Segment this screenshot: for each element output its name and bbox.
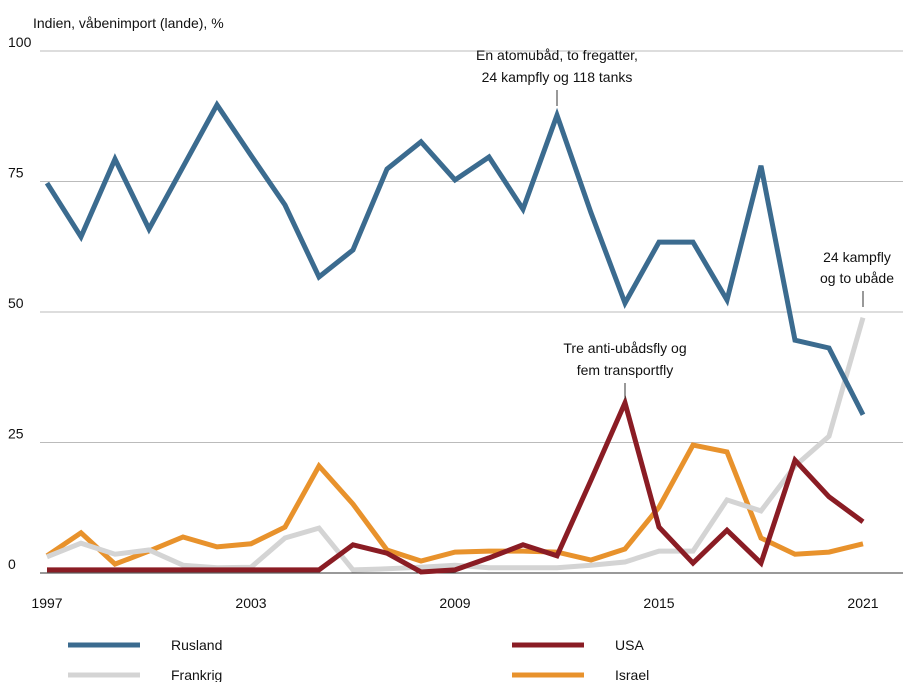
y-tick-label: 100 — [8, 34, 32, 50]
legend-label: Rusland — [171, 637, 222, 653]
annotation-text: En atomubåd, to fregatter, — [476, 47, 638, 63]
series-line — [44, 99, 866, 416]
x-tick-label: 1997 — [31, 595, 62, 611]
annotation-text: fem transportfly — [577, 362, 673, 378]
x-tick-label: 2003 — [235, 595, 266, 611]
annotation-text: og to ubåde — [820, 270, 894, 286]
y-tick-label: 75 — [8, 165, 24, 181]
series-line — [45, 442, 864, 567]
x-tick-label: 2015 — [643, 595, 674, 611]
legend-label: USA — [615, 637, 644, 653]
x-tick-label: 2021 — [847, 595, 878, 611]
annotation-text: 24 kampfly og 118 tanks — [482, 69, 633, 85]
x-tick-label: 2009 — [439, 595, 470, 611]
annotation-text: Tre anti-ubådsfly og — [563, 340, 686, 356]
annotation-text: 24 kampfly — [823, 249, 891, 265]
series-line — [47, 395, 865, 575]
legend-label: Frankrig — [171, 667, 222, 682]
y-tick-label: 0 — [8, 556, 16, 572]
y-tick-label: 25 — [8, 426, 24, 442]
legend-label: Israel — [615, 667, 649, 682]
series-line — [46, 317, 866, 573]
y-axis-title: Indien, våbenimport (lande), % — [33, 15, 224, 31]
y-tick-label: 50 — [8, 295, 24, 311]
